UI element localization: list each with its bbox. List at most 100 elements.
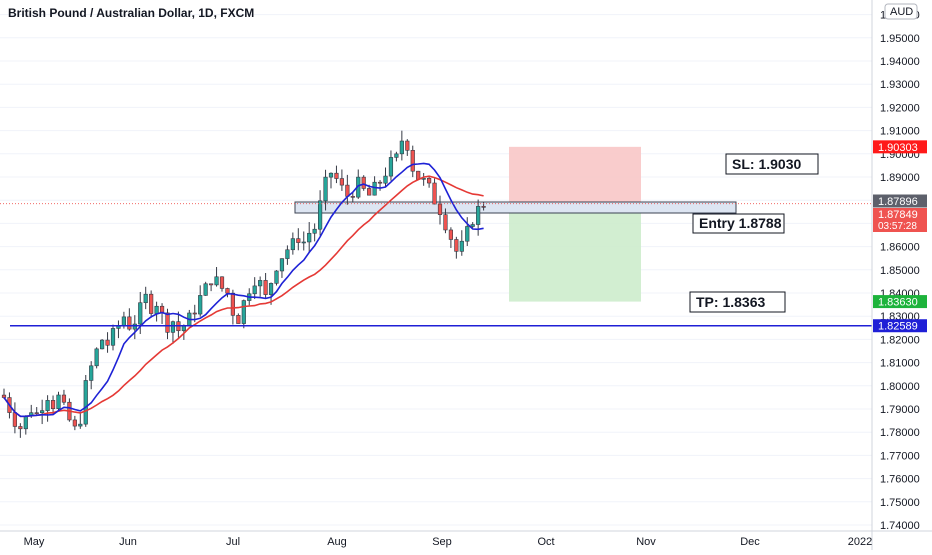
candle-body (334, 172, 339, 179)
y-tick-label: 1.92000 (880, 102, 920, 114)
y-tick-label: 1.86000 (880, 242, 920, 254)
y-tick-label: 1.82000 (880, 334, 920, 346)
candle-body (1, 394, 7, 398)
take-profit-label-box (689, 291, 786, 313)
x-tick-label: Jun (119, 536, 137, 548)
moving-averages (3, 162, 484, 418)
candle-body (454, 239, 459, 252)
stop-loss-label: SL: 1.9030 (732, 156, 801, 172)
candle-body (149, 293, 154, 314)
stop-loss-price-tag: 1.90303 (878, 142, 918, 154)
candle-body (339, 178, 345, 186)
candle-body (18, 426, 23, 430)
candle-body (170, 321, 176, 333)
grid (0, 14, 872, 526)
x-tick-label: Jul (226, 536, 240, 548)
take-profit-label: TP: 1.8363 (696, 294, 765, 310)
candle-body (89, 365, 94, 381)
candle-body (350, 196, 355, 198)
candle-body (432, 182, 437, 205)
candle-body (437, 203, 443, 215)
candle-body (399, 140, 404, 155)
y-tick-label: 1.80000 (880, 381, 920, 393)
candles (1, 130, 486, 438)
y-tick-label: 1.79000 (880, 404, 920, 416)
horizontal-line-price-tag: 1.82589 (878, 321, 918, 333)
candle-body (296, 238, 301, 243)
candle-body (165, 312, 170, 333)
box-top-price-tag-bg (873, 194, 927, 208)
stop-loss-price-tag-bg (873, 140, 927, 154)
stop-loss-zone (509, 146, 641, 203)
candle-body (198, 295, 203, 315)
x-tick-label: Oct (537, 536, 554, 548)
position-zones (294, 146, 737, 302)
candle-body (470, 224, 475, 227)
candle-body (50, 400, 56, 409)
candle-body (181, 325, 186, 332)
candle-body (290, 238, 295, 251)
y-tick-label: 1.81000 (880, 358, 920, 370)
candle-body (110, 328, 116, 346)
candle-body (274, 270, 279, 284)
candle-body (143, 293, 148, 304)
candle-body (476, 206, 481, 225)
candle-body (263, 280, 268, 295)
candle-body (328, 172, 334, 178)
x-tick-label: Aug (327, 536, 347, 548)
candle-body (377, 181, 383, 184)
time-axis: May Jun Jul Aug Sep Oct Nov Dec 2022 (0, 530, 932, 548)
candle-body (154, 305, 159, 314)
y-tick-label: 1.78000 (880, 427, 920, 439)
candle-body (61, 394, 67, 403)
y-tick-label: 1.85000 (880, 265, 920, 277)
x-tick-label: Dec (740, 536, 760, 548)
candle-body (56, 394, 61, 409)
candle-body (307, 232, 312, 243)
candle-body (361, 176, 366, 189)
candle-body (448, 229, 454, 240)
candle-body (219, 276, 225, 289)
candle-body (410, 149, 415, 172)
entry-label-box (692, 213, 785, 234)
candle-body (459, 240, 464, 252)
candle-body (372, 181, 377, 196)
candle-body (192, 312, 197, 315)
x-tick-label: 2022 (848, 536, 872, 548)
candle-body (23, 415, 28, 430)
take-profit-zone (509, 202, 641, 302)
y-tick-label: 1.93000 (880, 79, 920, 91)
candle-body (443, 214, 448, 231)
candle-body (383, 175, 388, 184)
candle-body (252, 285, 257, 295)
take-profit-price-tag-bg (873, 295, 927, 309)
candle-body (405, 140, 410, 151)
candle-body (132, 323, 137, 330)
candle-body (45, 400, 50, 411)
candle-body (258, 280, 263, 287)
y-tick-label: 1.77000 (880, 450, 920, 462)
y-tick-label: 1.89000 (880, 172, 920, 184)
candle-body (214, 276, 219, 286)
price-lines (0, 203, 872, 327)
x-tick-label: May (24, 536, 45, 548)
horizontal-line-price-tag-bg (873, 319, 927, 333)
y-tick-label: 1.76000 (880, 474, 920, 486)
last-price-tag: 1.87849 (878, 209, 918, 221)
candle-body (72, 419, 77, 427)
candle-body (105, 339, 110, 346)
candle-body (285, 249, 290, 259)
candle-body (225, 288, 230, 294)
candle-body (12, 412, 18, 427)
candle-body (121, 316, 126, 326)
box-top-price-tag: 1.87896 (878, 196, 918, 208)
candle-body (209, 283, 214, 286)
y-tick-label: 1.74000 (880, 520, 920, 532)
candle-body (465, 226, 470, 242)
candle-body (83, 380, 88, 425)
candle-body (394, 153, 399, 158)
candle-body (241, 300, 246, 324)
